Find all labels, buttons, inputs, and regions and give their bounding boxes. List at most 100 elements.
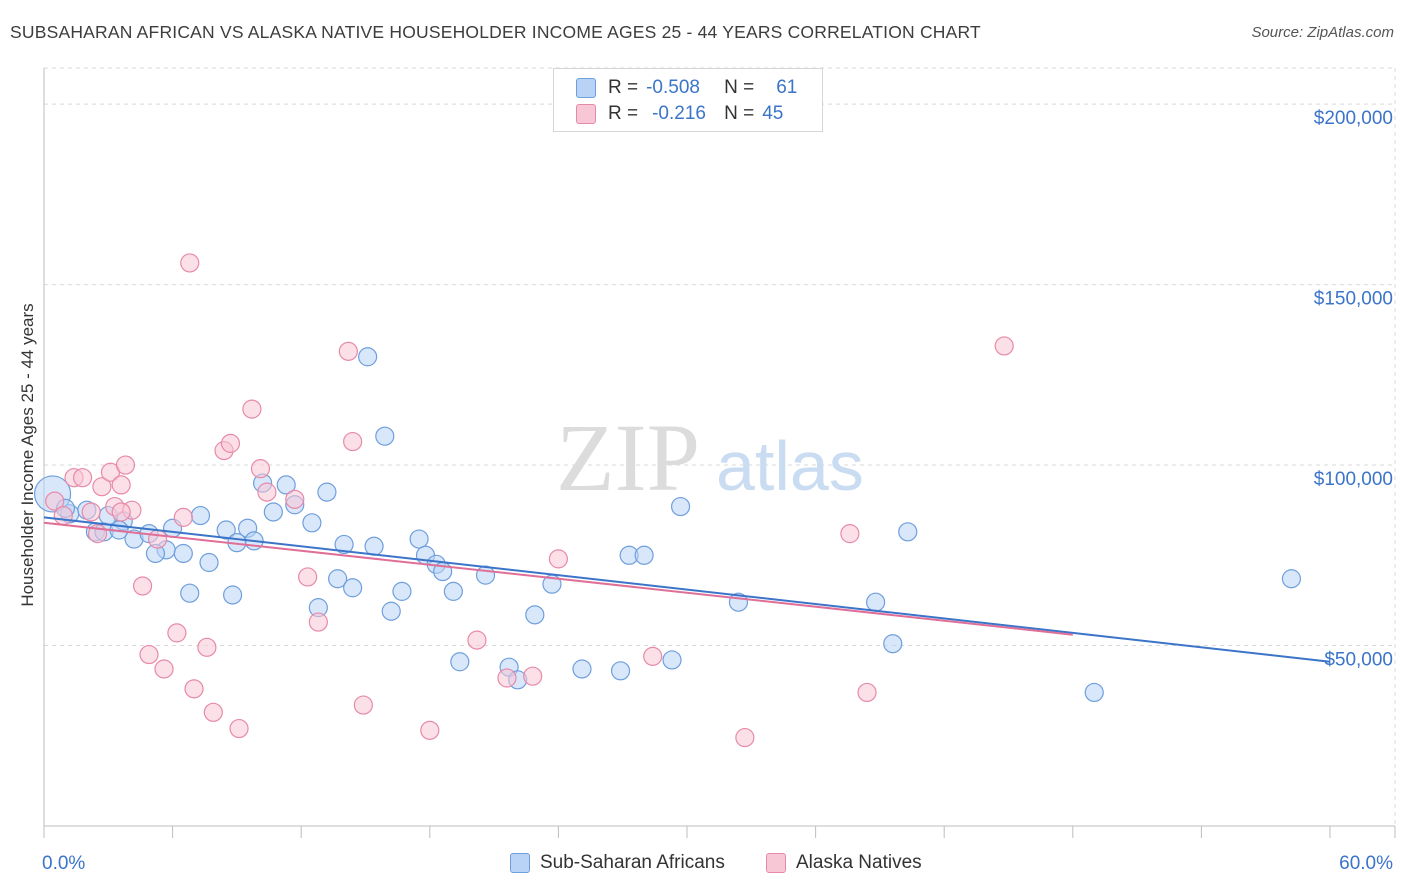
y-tick-label: $50,000 <box>1324 650 1393 671</box>
watermark-zip: ZIP <box>556 404 700 511</box>
point-alaska <box>643 646 663 666</box>
n-label: N = <box>724 103 755 124</box>
point-subsaharan <box>328 569 348 589</box>
legend-item-alaska: Alaska Natives <box>766 852 922 874</box>
trend-layer <box>43 516 1331 663</box>
point-subsaharan <box>199 552 219 573</box>
watermark: ZIP atlas <box>556 404 864 511</box>
point-alaska <box>139 644 159 665</box>
y-tick-label: $150,000 <box>1314 289 1393 310</box>
point-alaska <box>242 399 262 419</box>
watermark-atlas: atlas <box>716 427 864 505</box>
point-alaska <box>132 576 153 596</box>
point-alaska <box>81 502 101 522</box>
point-subsaharan <box>223 585 243 605</box>
point-alaska <box>298 567 318 587</box>
point-alaska <box>994 336 1014 356</box>
point-subsaharan <box>173 543 193 564</box>
point-alaska <box>180 253 200 273</box>
point-subsaharan <box>610 661 631 681</box>
legend-item-subsaharan: Sub-Saharan Africans <box>510 852 725 874</box>
point-subsaharan <box>525 605 545 625</box>
point-alaska <box>420 720 440 740</box>
y-tick-label: $100,000 <box>1314 469 1393 490</box>
point-alaska <box>53 505 73 526</box>
y-axis-label: Householder Income Ages 25 - 44 years <box>18 303 37 606</box>
point-subsaharan <box>216 520 236 540</box>
point-alaska <box>497 668 517 688</box>
point-subsaharan <box>866 592 886 612</box>
correlation-legend: R = -0.508 N = 61 R = -0.216 N = 45 <box>553 68 823 132</box>
legend-label-alaska: Alaska Natives <box>796 852 922 873</box>
points-layer <box>33 253 1302 748</box>
point-alaska <box>111 475 131 495</box>
point-subsaharan <box>1281 569 1302 589</box>
point-subsaharan <box>375 426 395 446</box>
point-alaska <box>250 459 271 479</box>
point-alaska <box>857 682 877 703</box>
point-subsaharan <box>263 502 283 522</box>
point-alaska <box>167 623 187 643</box>
point-alaska <box>467 630 487 650</box>
point-alaska <box>735 727 755 748</box>
point-subsaharan <box>317 482 337 502</box>
point-alaska <box>548 549 569 569</box>
point-subsaharan <box>343 578 363 598</box>
r-value-pink: -0.216 <box>652 103 706 124</box>
blue-swatch <box>510 853 530 873</box>
point-subsaharan <box>898 522 918 542</box>
blue-swatch <box>576 78 596 98</box>
axes-layer <box>43 68 1396 838</box>
n-value-blue: 61 <box>776 77 798 98</box>
point-subsaharan <box>392 581 412 601</box>
pink-swatch <box>576 104 596 124</box>
legend-row-blue: R = -0.508 N = 61 <box>576 76 797 100</box>
point-alaska <box>72 468 93 488</box>
point-alaska <box>111 502 131 522</box>
point-subsaharan <box>276 475 296 495</box>
r-value-blue: -0.508 <box>646 77 700 98</box>
point-subsaharan <box>475 565 496 585</box>
point-alaska <box>285 489 305 509</box>
n-label: N = <box>724 77 755 98</box>
labels-layer: $50,000 $100,000 $150,000 $200,000 0.0% 60.0%… <box>18 108 1393 874</box>
point-subsaharan <box>180 583 200 603</box>
point-alaska <box>92 477 112 497</box>
point-subsaharan <box>662 650 682 670</box>
point-subsaharan <box>634 545 654 565</box>
chart-title: SUBSAHARAN AFRICAN VS ALASKA NATIVE HOUS… <box>10 22 981 42</box>
legend-row-pink: R = -0.216 N = 45 <box>576 102 783 126</box>
point-subsaharan <box>443 581 463 601</box>
x-tick-label-start: 0.0% <box>42 853 85 874</box>
r-label: R = <box>608 77 639 98</box>
trend-line-alaska <box>43 521 1073 636</box>
point-alaska <box>343 431 363 452</box>
legend-label-subsaharan: Sub-Saharan Africans <box>540 852 725 873</box>
pink-swatch <box>766 853 786 873</box>
point-subsaharan <box>1084 682 1104 703</box>
point-subsaharan <box>364 536 384 556</box>
point-alaska <box>257 482 277 502</box>
point-subsaharan <box>670 496 691 517</box>
point-alaska <box>523 666 543 686</box>
y-tick-label: $200,000 <box>1314 108 1393 129</box>
point-alaska <box>184 679 204 699</box>
point-subsaharan <box>409 529 429 549</box>
point-alaska <box>353 695 373 715</box>
point-subsaharan <box>190 505 211 526</box>
trend-line-subsaharan <box>43 516 1331 663</box>
point-alaska <box>308 612 328 632</box>
point-subsaharan <box>302 513 322 533</box>
point-alaska <box>840 524 860 544</box>
point-alaska <box>197 637 217 657</box>
x-tick-label-end: 60.0% <box>1339 853 1393 874</box>
point-alaska <box>45 491 65 511</box>
n-value-pink: 45 <box>762 103 784 124</box>
point-alaska <box>173 507 193 527</box>
point-alaska <box>154 659 174 679</box>
point-subsaharan <box>450 652 470 672</box>
point-alaska <box>147 529 168 549</box>
point-subsaharan <box>381 601 401 621</box>
point-alaska <box>338 341 358 361</box>
